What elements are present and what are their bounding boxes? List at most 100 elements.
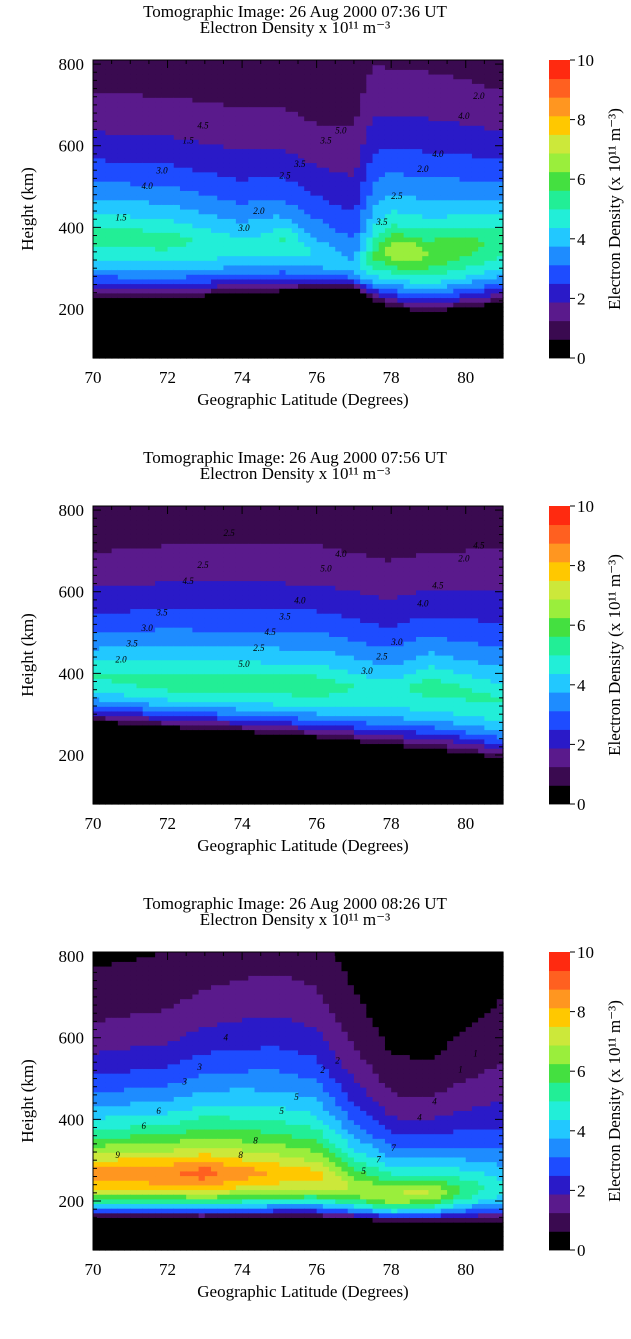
heatmap-cell	[124, 69, 131, 75]
heatmap-cell	[167, 162, 175, 168]
heatmap-cell	[148, 353, 156, 359]
heatmap-cell	[130, 734, 138, 740]
heatmap-cell	[397, 218, 405, 224]
heatmap-cell	[329, 292, 336, 299]
heatmap-cell	[142, 738, 150, 745]
heatmap-cell	[99, 510, 107, 516]
heatmap-cell	[155, 115, 162, 122]
heatmap-cell	[111, 246, 119, 252]
heatmap-cell	[136, 278, 144, 285]
heatmap-cell	[161, 78, 169, 84]
heatmap-cell	[478, 87, 485, 94]
heatmap-cell	[384, 199, 392, 205]
heatmap-cell	[242, 60, 249, 66]
heatmap-cell	[167, 278, 175, 285]
heatmap-cell	[496, 316, 504, 322]
heatmap-cell	[322, 64, 330, 70]
heatmap-cell	[254, 92, 262, 98]
heatmap-cell	[179, 78, 187, 84]
heatmap-cell	[291, 148, 299, 154]
heatmap-cell	[372, 64, 380, 70]
heatmap-cell	[322, 129, 330, 136]
heatmap-cell	[329, 320, 336, 327]
heatmap-cell	[192, 232, 200, 238]
heatmap-cell	[136, 209, 144, 215]
heatmap-cell	[130, 120, 138, 126]
heatmap-cell	[136, 269, 144, 275]
colorbar-segment	[549, 97, 570, 117]
heatmap-cell	[130, 111, 138, 117]
heatmap-cell	[142, 348, 150, 354]
heatmap-cell	[329, 87, 336, 94]
heatmap-cell	[105, 547, 113, 554]
heatmap-cell	[161, 316, 169, 322]
heatmap-cell	[223, 181, 231, 187]
heatmap-cell	[111, 701, 119, 707]
heatmap-cell	[384, 87, 392, 94]
heatmap-cell	[173, 87, 181, 94]
heatmap-cell	[192, 316, 200, 322]
heatmap-cell	[211, 143, 218, 150]
heatmap-cell	[186, 353, 193, 359]
heatmap-cell	[211, 353, 218, 359]
heatmap-cell	[167, 134, 175, 140]
heatmap-cell	[335, 241, 343, 247]
heatmap-cell	[248, 148, 256, 154]
heatmap-cell	[298, 311, 305, 317]
heatmap-cell	[254, 204, 262, 210]
heatmap-cell	[422, 227, 430, 233]
heatmap-cell	[298, 222, 305, 229]
heatmap-cell	[347, 167, 355, 173]
heatmap-cell	[155, 162, 162, 168]
heatmap-cell	[453, 246, 461, 252]
heatmap-cell	[266, 250, 274, 257]
heatmap-cell	[242, 64, 249, 70]
heatmap-cell	[341, 288, 349, 294]
heatmap-cell	[198, 278, 206, 285]
heatmap-cell	[416, 199, 423, 205]
heatmap-cell	[266, 306, 274, 313]
heatmap-cell	[105, 97, 113, 103]
heatmap-cell	[459, 316, 467, 322]
heatmap-cell	[440, 97, 448, 103]
heatmap-cell	[148, 218, 156, 224]
heatmap-cell	[465, 306, 473, 313]
heatmap-cell	[447, 330, 454, 336]
heatmap-cell	[447, 334, 454, 340]
heatmap-cell	[248, 204, 256, 210]
heatmap-cell	[440, 129, 448, 136]
heatmap-cell	[124, 613, 131, 619]
heatmap-cell	[459, 204, 467, 210]
heatmap-cell	[322, 176, 330, 182]
heatmap-cell	[235, 115, 243, 122]
heatmap-cell	[266, 302, 274, 308]
heatmap-cell	[105, 274, 113, 280]
heatmap-cell	[316, 181, 324, 187]
heatmap-cell	[93, 111, 100, 117]
heatmap-cell	[409, 269, 417, 275]
heatmap-cell	[459, 199, 467, 205]
heatmap-cell	[366, 64, 374, 70]
heatmap-cell	[416, 125, 423, 131]
heatmap-cell	[124, 162, 131, 168]
heatmap-cell	[130, 571, 138, 577]
heatmap-cell	[204, 278, 212, 285]
heatmap-cell	[453, 297, 461, 303]
heatmap-cell	[260, 129, 268, 136]
heatmap-cell	[242, 87, 249, 94]
heatmap-cell	[117, 353, 125, 359]
heatmap-cell	[142, 780, 150, 786]
heatmap-cell	[117, 682, 125, 689]
heatmap-cell	[372, 274, 380, 280]
heatmap-cell	[360, 106, 367, 112]
heatmap-cell	[142, 232, 150, 238]
heatmap-cell	[211, 241, 218, 247]
heatmap-cell	[490, 288, 498, 294]
heatmap-cell	[285, 78, 293, 84]
heatmap-cell	[248, 325, 256, 331]
heatmap-cell	[136, 83, 144, 89]
contour-label: 3.0	[155, 166, 168, 176]
heatmap-cell	[384, 171, 392, 178]
heatmap-cell	[397, 255, 405, 261]
heatmap-cell	[372, 199, 380, 205]
